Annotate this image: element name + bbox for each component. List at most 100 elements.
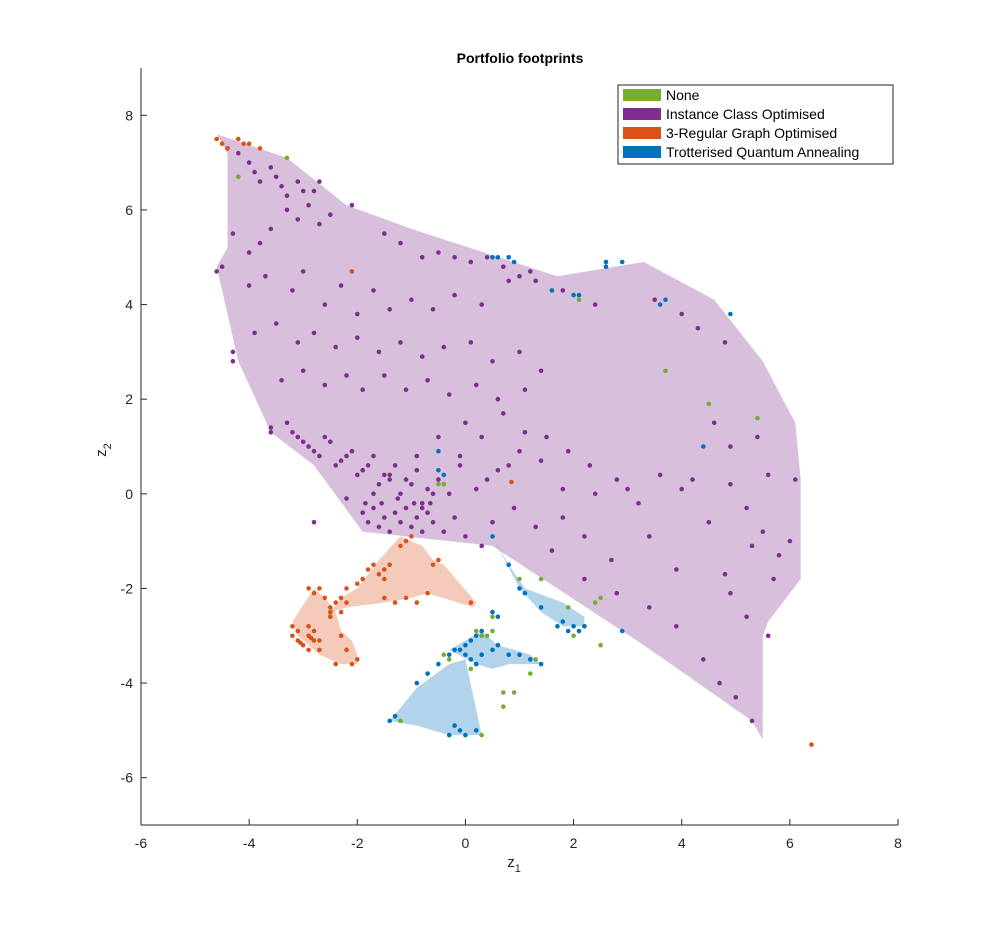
point-instance-class-optimised	[538, 368, 544, 374]
point-instance-class-optimised	[311, 188, 317, 194]
point-instance-class-optimised	[246, 283, 252, 288]
point-instance-class-optimised	[284, 207, 290, 213]
point-trotterised-quantum-annealing	[468, 638, 474, 643]
point-trotterised-quantum-annealing	[560, 619, 566, 624]
y-axis-title: z2	[93, 443, 114, 457]
point-trotterised-quantum-annealing	[506, 254, 512, 260]
point-instance-class-optimised	[387, 472, 393, 478]
point-instance-class-optimised	[787, 538, 793, 544]
legend-label-3-regular: 3-Regular Graph Optimised	[666, 125, 837, 141]
point-instance-class-optimised	[387, 307, 393, 312]
point-trotterised-quantum-annealing	[571, 292, 576, 298]
point-instance-class-optimised	[344, 373, 349, 378]
point-trotterised-quantum-annealing	[495, 642, 501, 648]
point-instance-class-optimised	[744, 505, 749, 511]
point-instance-class-optimised	[560, 288, 566, 293]
point-instance-class-optimised	[452, 515, 457, 520]
point-trotterised-quantum-annealing	[436, 467, 441, 473]
y-axis-title-main: z	[93, 449, 110, 457]
point-trotterised-quantum-annealing	[473, 728, 479, 733]
point-instance-class-optimised	[246, 160, 252, 165]
point-instance-class-optimised	[765, 472, 771, 478]
point-instance-class-optimised	[419, 505, 425, 511]
point-3-regular-graph-optimised	[360, 576, 366, 582]
point-3-regular-graph-optimised	[338, 595, 344, 601]
point-trotterised-quantum-annealing	[657, 302, 663, 307]
point-instance-class-optimised	[446, 491, 452, 497]
point-instance-class-optimised	[236, 150, 241, 156]
point-trotterised-quantum-annealing	[446, 732, 452, 738]
point-instance-class-optimised	[382, 515, 387, 520]
x-axis-title-main: z	[507, 854, 515, 871]
point-none	[484, 633, 490, 639]
point-trotterised-quantum-annealing	[479, 628, 485, 634]
point-instance-class-optimised	[679, 311, 684, 317]
point-instance-class-optimised	[463, 420, 468, 426]
point-instance-class-optimised	[463, 534, 468, 539]
point-3-regular-graph-optimised	[311, 590, 317, 596]
x-tick-label: -4	[243, 835, 256, 851]
point-instance-class-optimised	[755, 434, 760, 440]
point-instance-class-optimised	[333, 463, 339, 468]
point-trotterised-quantum-annealing	[479, 652, 485, 657]
point-instance-class-optimised	[706, 519, 712, 525]
point-3-regular-graph-optimised	[376, 571, 382, 577]
point-instance-class-optimised	[382, 231, 387, 236]
point-trotterised-quantum-annealing	[457, 728, 463, 733]
point-instance-class-optimised	[219, 264, 225, 270]
point-trotterised-quantum-annealing	[441, 472, 447, 478]
point-trotterised-quantum-annealing	[517, 586, 522, 591]
point-instance-class-optimised	[582, 576, 587, 582]
point-trotterised-quantum-annealing	[414, 680, 420, 686]
point-instance-class-optimised	[533, 278, 538, 284]
point-3-regular-graph-optimised	[241, 141, 246, 146]
point-instance-class-optimised	[257, 179, 263, 184]
x-axis-title: z1	[507, 854, 521, 875]
point-trotterised-quantum-annealing	[549, 288, 555, 293]
point-3-regular-graph-optimised	[306, 647, 311, 653]
point-instance-class-optimised	[587, 463, 593, 468]
point-instance-class-optimised	[701, 657, 706, 662]
point-none	[501, 704, 506, 709]
point-instance-class-optimised	[625, 486, 630, 492]
point-3-regular-graph-optimised	[344, 586, 349, 591]
point-3-regular-graph-optimised	[414, 600, 420, 605]
point-trotterised-quantum-annealing	[701, 444, 706, 449]
point-instance-class-optimised	[517, 448, 522, 454]
point-instance-class-optimised	[457, 453, 463, 459]
point-instance-class-optimised	[376, 482, 382, 487]
point-3-regular-graph-optimised	[295, 628, 301, 634]
point-instance-class-optimised	[230, 359, 236, 364]
point-3-regular-graph-optimised	[338, 609, 344, 615]
point-instance-class-optimised	[657, 472, 663, 478]
point-instance-class-optimised	[376, 349, 382, 355]
point-instance-class-optimised	[652, 297, 657, 303]
point-instance-class-optimised	[674, 567, 679, 572]
point-none	[517, 576, 522, 582]
point-none	[576, 297, 582, 303]
point-instance-class-optimised	[284, 193, 290, 198]
point-instance-class-optimised	[409, 482, 414, 487]
y-tick-label: -6	[121, 770, 134, 786]
point-trotterised-quantum-annealing	[473, 661, 479, 667]
point-instance-class-optimised	[290, 288, 295, 293]
point-trotterised-quantum-annealing	[528, 657, 533, 662]
point-none	[441, 482, 447, 487]
point-trotterised-quantum-annealing	[506, 562, 512, 568]
point-instance-class-optimised	[446, 392, 452, 397]
point-instance-class-optimised	[744, 614, 749, 620]
point-instance-class-optimised	[457, 463, 463, 468]
point-instance-class-optimised	[430, 491, 436, 497]
point-instance-class-optimised	[392, 463, 398, 468]
footprint-3-regular-graph-optimised-1	[292, 588, 358, 665]
point-instance-class-optimised	[511, 505, 517, 511]
point-3-regular-graph-optimised	[290, 633, 295, 639]
point-instance-class-optimised	[322, 382, 328, 388]
point-instance-class-optimised	[398, 240, 403, 246]
point-instance-class-optimised	[273, 174, 279, 180]
y-tick-label: 0	[125, 486, 133, 502]
point-instance-class-optimised	[268, 430, 274, 435]
point-instance-class-optimised	[695, 325, 701, 331]
point-3-regular-graph-optimised	[214, 136, 219, 142]
point-trotterised-quantum-annealing	[582, 624, 587, 629]
